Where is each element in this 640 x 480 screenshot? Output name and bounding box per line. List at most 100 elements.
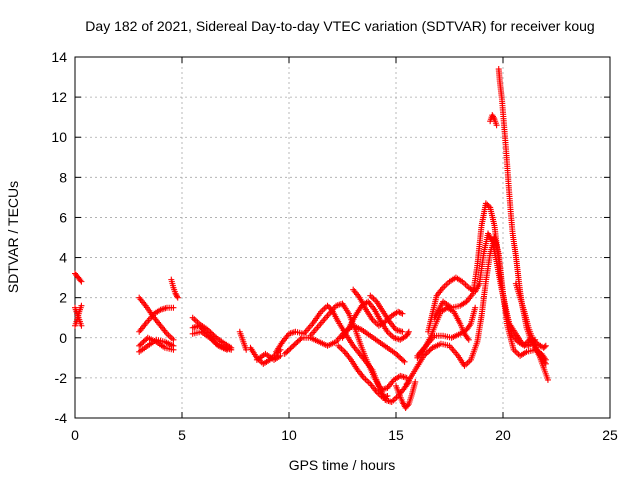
data-point xyxy=(170,342,177,349)
data-point xyxy=(206,334,213,341)
data-point xyxy=(140,338,147,345)
data-point xyxy=(397,354,404,361)
data-point xyxy=(393,350,399,357)
data-point xyxy=(482,200,489,207)
data-point xyxy=(170,304,177,311)
data-point xyxy=(399,328,406,335)
series-arc-h xyxy=(168,276,181,301)
data-point xyxy=(395,353,402,360)
data-point xyxy=(395,308,402,315)
data-point xyxy=(404,402,411,409)
data-point xyxy=(484,201,491,208)
data-point xyxy=(212,340,219,347)
data-point xyxy=(174,293,181,300)
data-point xyxy=(287,345,294,352)
series-arc-n xyxy=(253,350,284,363)
data-point xyxy=(394,352,401,359)
data-point xyxy=(381,394,388,401)
data-point xyxy=(542,342,549,349)
data-point xyxy=(198,325,205,332)
y-tick-label: 2 xyxy=(59,290,67,306)
data-point xyxy=(173,291,180,298)
data-point xyxy=(293,340,300,347)
data-point xyxy=(380,394,387,401)
y-tick-label: 10 xyxy=(51,129,67,145)
data-point xyxy=(297,336,304,343)
data-point xyxy=(243,346,250,353)
data-point xyxy=(197,324,204,331)
y-tick-label: 14 xyxy=(51,49,67,65)
data-point xyxy=(399,310,406,317)
data-point xyxy=(291,341,298,348)
series-arc-a xyxy=(72,270,85,285)
data-point xyxy=(295,337,302,344)
series-arc-ad xyxy=(512,280,549,367)
y-tick-label: 0 xyxy=(59,330,67,346)
series-arc-e xyxy=(136,304,177,335)
data-point xyxy=(384,392,391,399)
data-point xyxy=(139,340,146,347)
data-point xyxy=(141,337,148,344)
data-point xyxy=(288,344,295,351)
axis-ticks: 0 5 10 15 20 25 -4 -2 0 2 4 6 8 10 12 14 xyxy=(51,49,618,443)
data-point xyxy=(493,122,500,129)
series-arc-p xyxy=(281,322,408,365)
data-point xyxy=(77,277,84,284)
x-axis-label: GPS time / hours xyxy=(289,457,396,473)
grid-lines xyxy=(75,57,610,418)
series-arc-s xyxy=(350,286,406,329)
data-point xyxy=(213,341,220,348)
data-point xyxy=(425,348,432,355)
data-point xyxy=(137,341,144,348)
y-tick-label: -4 xyxy=(55,410,68,426)
series-arc-k xyxy=(189,328,230,353)
x-tick-label: 20 xyxy=(495,427,511,443)
series-arc-ac xyxy=(495,66,551,383)
data-point xyxy=(170,336,177,343)
data-point xyxy=(427,346,434,353)
data-point xyxy=(423,350,430,357)
data-point xyxy=(294,338,301,345)
data-point xyxy=(541,343,548,350)
series-arc-t xyxy=(367,292,406,335)
data-point xyxy=(211,338,218,345)
data-point xyxy=(398,356,405,363)
data-point xyxy=(196,322,203,329)
data-point xyxy=(404,331,411,338)
data-point xyxy=(485,203,492,210)
series-arc-d xyxy=(136,294,177,343)
data-point xyxy=(277,352,284,359)
data-point xyxy=(472,304,479,311)
data-points xyxy=(72,66,551,411)
data-point xyxy=(426,347,433,354)
data-point xyxy=(208,336,215,343)
data-point xyxy=(422,351,429,358)
y-tick-label: 8 xyxy=(59,169,67,185)
data-point xyxy=(542,360,549,367)
data-point xyxy=(490,113,497,120)
data-point xyxy=(403,332,410,339)
data-point xyxy=(465,336,472,343)
data-point xyxy=(489,112,496,119)
data-point xyxy=(325,304,332,311)
series-arc-y xyxy=(414,304,479,359)
data-point xyxy=(223,346,230,353)
data-point xyxy=(405,328,412,335)
plot-frame xyxy=(74,56,611,419)
series-arc-ab xyxy=(487,112,500,129)
data-point xyxy=(283,349,290,356)
data-point xyxy=(405,330,412,337)
x-tick-label: 15 xyxy=(388,427,404,443)
x-tick-label: 5 xyxy=(178,427,186,443)
series-arc-o xyxy=(273,302,412,405)
series-arc-u xyxy=(335,342,391,401)
data-point xyxy=(290,342,297,349)
data-point xyxy=(136,342,143,349)
series-arc-v xyxy=(393,378,419,411)
data-point xyxy=(172,290,179,297)
series-arc-l xyxy=(236,328,250,353)
data-point xyxy=(78,322,85,329)
x-tick-label: 0 xyxy=(71,427,79,443)
x-tick-label: 10 xyxy=(281,427,297,443)
